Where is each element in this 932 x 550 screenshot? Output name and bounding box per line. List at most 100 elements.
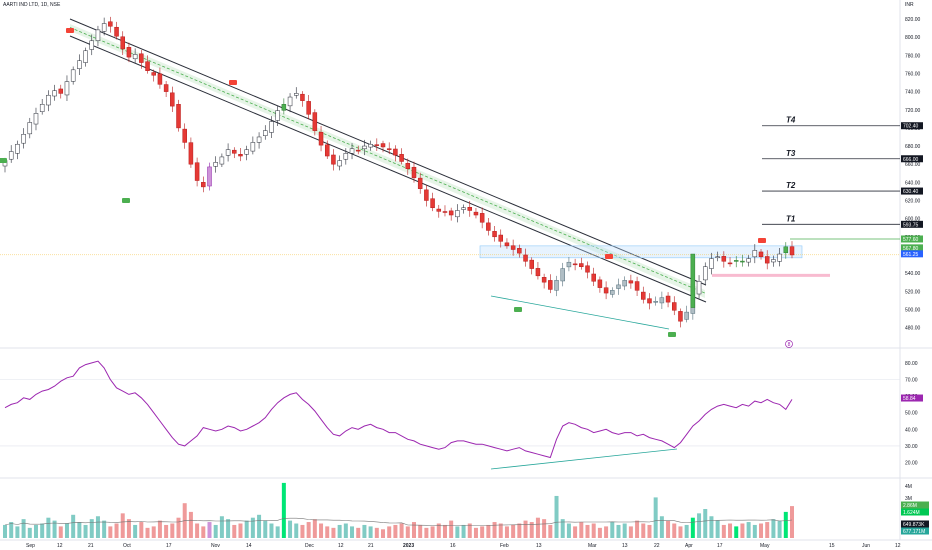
candle-body	[764, 256, 770, 264]
volume-bar	[275, 526, 280, 538]
candle-body	[461, 207, 466, 210]
volume-bar	[424, 527, 429, 538]
candle-body	[27, 122, 33, 135]
volume-bar	[201, 526, 206, 538]
candle-body	[331, 154, 336, 165]
volume-bar	[337, 524, 342, 538]
candle-body	[709, 258, 714, 269]
buy-signal-marker	[122, 198, 130, 203]
candle-body	[238, 154, 243, 157]
candle-body	[641, 291, 646, 300]
candle-body	[554, 280, 559, 291]
candle-body	[380, 143, 386, 148]
volume-bar	[269, 523, 274, 538]
candle-body	[355, 149, 361, 152]
target-price-tag-bg	[901, 187, 923, 195]
candle-body	[579, 263, 584, 267]
x-axis-label: 12	[338, 543, 344, 549]
volume-bar	[647, 524, 652, 538]
volume-bar	[690, 517, 695, 538]
volume-bar	[294, 523, 299, 538]
rsi-tick-label: 40.00	[905, 427, 918, 433]
candle-body	[77, 60, 82, 69]
volume-value-tag-bg	[901, 527, 929, 535]
candle-body	[585, 265, 590, 273]
volume-bar	[566, 523, 571, 538]
price-tick-label: 680.00	[905, 144, 921, 150]
volume-bar	[350, 526, 355, 538]
volume-bar	[765, 522, 770, 538]
volume-bar	[635, 520, 640, 538]
volume-bar	[368, 526, 373, 538]
price-tick-label: 600.00	[905, 217, 921, 223]
volume-bar	[244, 520, 249, 538]
volume-bar	[734, 526, 739, 538]
volume-bar	[653, 497, 658, 538]
volume-tick-label: 4M	[905, 484, 912, 490]
candle-body	[108, 21, 113, 27]
candle-body	[442, 211, 448, 213]
volume-bar	[207, 522, 212, 538]
volume-bar	[151, 526, 156, 538]
x-axis-label: 2023	[403, 543, 414, 549]
volume-bar	[467, 523, 472, 538]
candle-body	[436, 208, 442, 212]
volume-bar	[560, 519, 565, 538]
x-axis-label: 13	[536, 543, 542, 549]
x-axis-label: Oct	[123, 543, 131, 549]
candle-body	[182, 128, 187, 143]
target-label-t4: T4	[786, 116, 796, 125]
candle-body	[170, 92, 175, 107]
volume-bar	[288, 520, 293, 538]
volume-bar	[27, 527, 32, 538]
candle-body	[473, 211, 479, 216]
trend-channel-fill	[70, 24, 705, 298]
x-axis-label: Apr	[685, 543, 693, 549]
volume-bar	[480, 526, 485, 538]
rsi-value-tag: 58.84	[903, 396, 916, 402]
volume-bar	[759, 523, 764, 538]
candle-body	[318, 131, 324, 146]
volume-bar	[517, 523, 522, 538]
volume-bar	[511, 524, 516, 538]
candle-body	[263, 130, 268, 136]
sell-signal-marker	[66, 28, 74, 33]
target-price-tag-bg	[901, 155, 923, 163]
volume-bar	[442, 524, 447, 538]
volume-bar	[64, 523, 69, 538]
volume-bar	[319, 523, 324, 538]
candle-body	[201, 182, 206, 188]
volume-bar	[697, 513, 702, 538]
candle-body	[219, 156, 225, 165]
x-axis-label: 22	[654, 543, 660, 549]
volume-bar	[659, 516, 664, 538]
candle-body	[52, 90, 57, 97]
candle-body	[486, 222, 491, 231]
price-tick-label: 660.00	[905, 162, 921, 168]
candle-body	[232, 149, 237, 154]
price-tick-label: 540.00	[905, 271, 921, 277]
x-axis-label: 12	[57, 543, 63, 549]
volume-bar	[430, 526, 435, 538]
volume-bar	[777, 520, 782, 538]
volume-bar	[703, 509, 708, 538]
volume-bar	[343, 523, 348, 538]
price-axis-tag-bg	[901, 244, 923, 252]
candle-body	[541, 277, 547, 283]
resistance-zone	[479, 245, 803, 259]
candle-body	[8, 151, 14, 160]
candle-body	[603, 287, 609, 294]
chart-header: AARTI IND LTD, 1D, NSE	[3, 2, 61, 8]
candle-body	[101, 23, 107, 32]
candle-body	[665, 295, 671, 303]
volume-bar	[250, 517, 255, 538]
volume-bar	[573, 526, 578, 538]
volume-bar	[492, 522, 497, 538]
candle-body	[337, 160, 342, 167]
volume-bar	[405, 526, 410, 538]
x-axis-label: 21	[368, 543, 374, 549]
volume-bar	[40, 523, 45, 538]
x-axis-label: 15	[829, 543, 835, 549]
candle-body	[294, 93, 299, 96]
